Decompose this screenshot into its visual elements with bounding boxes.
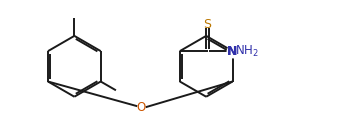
Text: NH$_2$: NH$_2$ [235, 44, 259, 59]
Text: O: O [137, 101, 146, 114]
Text: S: S [203, 18, 212, 31]
Text: N: N [227, 45, 238, 58]
Text: N: N [227, 45, 238, 58]
